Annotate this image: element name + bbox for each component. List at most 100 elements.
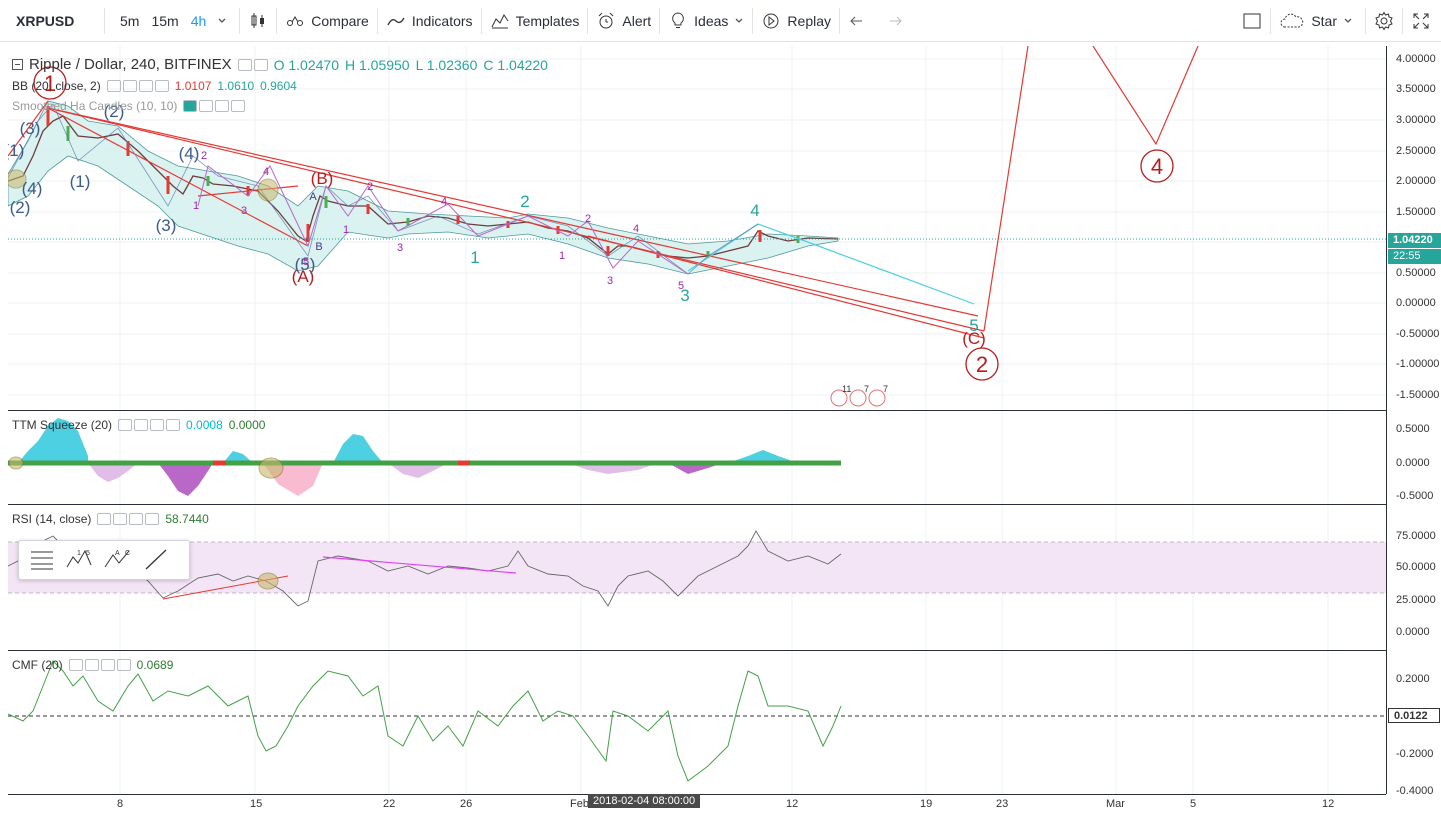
undo-icon (850, 16, 863, 25)
chart-area[interactable]: 1 2 4 (A) (B) (C) (1) (2) (3) (4) (5) (1… (8, 46, 1441, 813)
chart-type-button[interactable] (240, 0, 276, 42)
settings-button[interactable] (1366, 0, 1402, 42)
separator (239, 7, 241, 34)
blue-wave-line (8, 103, 759, 275)
separator (1270, 7, 1272, 34)
timeframe-group: 5m 15m 4h (105, 0, 239, 42)
chart-canvas[interactable]: 1 2 4 (A) (B) (C) (1) (2) (3) (4) (5) (1… (8, 46, 1386, 794)
rsi-legend: RSI (14, close) 58.7440 (12, 512, 209, 526)
separator (587, 7, 589, 34)
bollinger-band (8, 100, 839, 275)
legend-actions[interactable] (237, 58, 268, 71)
time-label: 23 (996, 798, 1009, 810)
legend-actions[interactable] (118, 419, 181, 431)
event-markers[interactable]: 11 7 7 (830, 384, 888, 407)
trendline-button[interactable] (137, 542, 175, 578)
timeframe-4h[interactable]: 4h (190, 12, 207, 29)
wave-label-magenta: 3 (607, 275, 613, 287)
legend-actions[interactable] (106, 80, 169, 92)
alert-label: Alert (622, 12, 652, 29)
drawing-menu-button[interactable] (23, 542, 61, 578)
wave-label-magenta: 1 (343, 224, 349, 236)
bar-countdown: 22:55 (1388, 249, 1441, 264)
ttm-axis-label: 0.0000 (1396, 457, 1430, 469)
event-count: 7 (864, 384, 869, 394)
smoothed-ha-legend: Smoothed Ha Candles (10, 10) (12, 99, 246, 113)
bb-basis: 1.0107 (174, 79, 212, 93)
price-axis-label: 2.00000 (1396, 175, 1436, 187)
chevron-down-icon (735, 18, 743, 23)
trendline-icon (145, 549, 167, 570)
wave-label-teal-2: 2 (520, 192, 529, 211)
star-button[interactable]: Star (1271, 0, 1365, 42)
candles-icon (251, 12, 265, 28)
price-axis-label: 2.50000 (1396, 145, 1436, 157)
undo-button[interactable] (840, 0, 876, 42)
wave-label-blue-4b: (4) (179, 144, 200, 163)
price-axis[interactable] (1386, 46, 1441, 794)
cmf-legend: CMF (20) 0.0689 (12, 658, 173, 672)
expand-button[interactable] (1403, 0, 1441, 42)
time-label: Mar (1106, 798, 1125, 810)
wave-label-magenta: 4 (441, 196, 447, 208)
wave-label-teal-4: 4 (750, 201, 759, 220)
toolbar-right: Star (1234, 0, 1441, 42)
timeframe-5m[interactable]: 5m (120, 12, 140, 29)
smoothed-ha-label: Smoothed Ha Candles (10, 10) (12, 99, 178, 113)
redo-icon (890, 16, 902, 25)
timeframe-15m[interactable]: 15m (151, 12, 179, 29)
separator (480, 7, 482, 34)
legend-actions[interactable] (68, 659, 131, 671)
replay-icon (763, 13, 779, 28)
time-label: 8 (117, 798, 124, 810)
templates-icon (491, 13, 508, 28)
time-label: 26 (460, 798, 473, 810)
symbol-title: Ripple / Dollar, 240, BITFINEX (29, 56, 232, 73)
templates-button[interactable]: Templates (482, 0, 588, 42)
wave-label-magenta: 4 (263, 166, 269, 178)
separator (839, 7, 841, 34)
wave-label-magenta: 1 (193, 200, 199, 212)
symbol-search[interactable]: XRPUSD (0, 0, 104, 42)
ttm-label: TTM Squeeze (20) (12, 418, 113, 432)
ideas-label: Ideas (694, 12, 729, 29)
last-price-tag: 1.04220 (1388, 233, 1441, 248)
replay-button[interactable]: Replay (753, 0, 839, 42)
separator (752, 7, 754, 34)
redo-button[interactable] (876, 0, 912, 42)
rsi-axis-label: 75.0000 (1396, 530, 1436, 542)
ideas-button[interactable]: Ideas (660, 0, 752, 42)
wave-label-teal-3: 3 (680, 286, 689, 305)
time-label: 5 (1190, 798, 1197, 810)
alarm-clock-icon (599, 12, 614, 28)
chevron-down-icon (1344, 18, 1352, 23)
ohlc-high: H 1.05950 (344, 56, 410, 73)
wave-label-c: (C) (962, 329, 986, 348)
rsi-label: RSI (14, close) (12, 512, 92, 526)
wave-label-blue-1: (1) (70, 172, 91, 191)
price-axis-label: 0.00000 (1396, 297, 1436, 309)
wave-label-b: (B) (311, 169, 334, 188)
indicators-button[interactable]: Indicators (378, 0, 481, 42)
bb-legend: BB (20, close, 2) 1.0107 1.0610 0.9604 (12, 79, 297, 93)
compare-button[interactable]: Compare (277, 0, 377, 42)
legend-actions[interactable] (183, 100, 246, 112)
wave-label-magenta: 2 (367, 181, 373, 193)
bb-label: BB (20, close, 2) (12, 79, 101, 93)
wave-label-b-small: B (315, 241, 322, 253)
wave-label-magenta: 5 (678, 280, 684, 292)
fullscreen-toggle-button[interactable] (1234, 0, 1270, 42)
wave-label-teal-1: 1 (470, 248, 479, 267)
timeframe-dropdown-icon[interactable] (213, 13, 231, 29)
rsi-divergence-line (322, 556, 517, 574)
collapse-icon[interactable] (12, 59, 23, 70)
indicators-icon (387, 17, 405, 25)
wave-label-a-small: A (309, 191, 317, 203)
legend-actions[interactable] (97, 513, 160, 525)
wave-label-magenta: 4 (633, 223, 639, 235)
alert-button[interactable]: Alert (588, 0, 659, 42)
